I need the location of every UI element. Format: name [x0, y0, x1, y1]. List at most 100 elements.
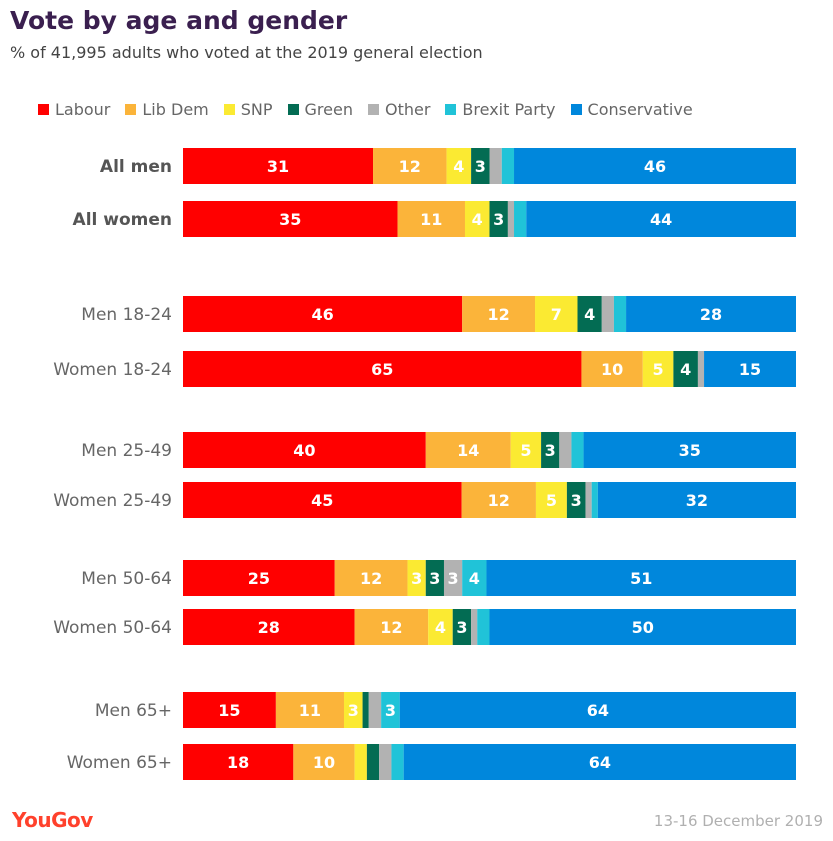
data-label: 28: [258, 618, 280, 637]
data-label: 65: [371, 360, 393, 379]
data-label: 50: [632, 618, 654, 637]
data-label: 3: [385, 701, 396, 720]
legend-label: Conservative: [587, 100, 693, 119]
bar-row-men-18-24: Men 18-24 46 12 7 4 28: [81, 296, 796, 332]
bar-row-women-25-49: Women 25-49 45 12 5 3 32: [53, 482, 796, 518]
bar-segment-brexit-party: [381, 692, 400, 728]
legend-label: Other: [384, 100, 431, 119]
bar-row-women-65: Women 65+ 18 10 64: [67, 744, 796, 780]
bar-segment-labour: [183, 560, 335, 596]
bar-segment-snp: [535, 482, 567, 518]
data-label: 45: [311, 491, 333, 510]
chart-subtitle: % of 41,995 adults who voted at the 2019…: [10, 43, 483, 62]
data-label: 3: [475, 157, 486, 176]
bar-segment-lib-dem: [425, 432, 511, 468]
bar-segment-lib-dem: [373, 148, 447, 184]
legend-swatch: [125, 104, 137, 115]
bar-segment-lib-dem: [461, 482, 536, 518]
data-label: 3: [429, 569, 440, 588]
legend-label: Labour: [55, 100, 111, 119]
data-label: 4: [472, 210, 483, 229]
bar-segment-other: [368, 692, 382, 728]
data-label: 35: [279, 210, 301, 229]
bar-segment-brexit-party: [501, 148, 515, 184]
bar-segment-labour: [183, 351, 582, 387]
bar-row-men-25-49: Men 25-49 40 14 5 3 35: [81, 432, 796, 468]
legend-swatch: [445, 104, 457, 115]
fieldwork-date: 13-16 December 2019: [653, 812, 823, 830]
category-label: Men 18-24: [81, 305, 172, 325]
data-label: 15: [218, 701, 240, 720]
bar-segment-labour: [183, 201, 398, 237]
bar-segment-other: [697, 351, 705, 387]
bar-segment-green: [362, 692, 369, 728]
bar-segment-snp: [354, 744, 367, 780]
data-label: 3: [493, 210, 504, 229]
data-label: 25: [248, 569, 270, 588]
bar-segment-other: [559, 432, 572, 468]
bar-segment-lib-dem: [275, 692, 344, 728]
data-label: 12: [380, 618, 402, 637]
bar-segment-other: [471, 609, 478, 645]
legend-item-labour: Labour: [38, 100, 110, 119]
data-label: 3: [571, 491, 582, 510]
bar-segment-green: [577, 296, 602, 332]
legend-item-lib-dem: Lib Dem: [125, 100, 209, 119]
data-label: 10: [601, 360, 623, 379]
data-label: 4: [680, 360, 691, 379]
data-label: 12: [399, 157, 421, 176]
bar-segment-other: [507, 201, 515, 237]
yougov-logo: YouGov: [12, 808, 93, 832]
data-label: 14: [457, 441, 479, 460]
bar-row-women-50-64: Women 50-64 28 12 4 3 50: [53, 609, 796, 645]
bar-segment-green: [489, 201, 508, 237]
bar-segment-lib-dem: [397, 201, 465, 237]
data-label: 4: [469, 569, 480, 588]
bar-segment-brexit-party: [514, 201, 527, 237]
bar-segment-labour: [183, 296, 463, 332]
bar-segment-green: [425, 560, 444, 596]
bar-segment-conservative: [704, 351, 796, 387]
bar-segment-conservative: [597, 482, 796, 518]
data-label: 12: [487, 305, 509, 324]
bar-segment-other: [489, 148, 502, 184]
data-label: 4: [453, 157, 464, 176]
category-label: Women 50-64: [53, 618, 172, 638]
bar-segment-snp: [407, 560, 426, 596]
bar-segment-green: [541, 432, 560, 468]
data-label: 11: [420, 210, 442, 229]
legend-item-brexit-party: Brexit Party: [445, 100, 556, 119]
bar-segment-snp: [510, 432, 542, 468]
data-label: 5: [546, 491, 557, 510]
bar-segment-snp: [642, 351, 674, 387]
legend-label: Green: [304, 100, 353, 119]
legend-item-conservative: Conservative: [570, 100, 693, 119]
category-label: Women 25-49: [53, 491, 172, 511]
data-label: 28: [700, 305, 722, 324]
data-label: 51: [630, 569, 652, 588]
bar-segment-conservative: [526, 201, 796, 237]
legend-label: Brexit Party: [462, 100, 556, 119]
data-label: 46: [644, 157, 666, 176]
legend-item-other: Other: [367, 100, 431, 119]
data-label: 31: [267, 157, 289, 176]
bar-segment-lib-dem: [334, 560, 408, 596]
bar-segment-lib-dem: [581, 351, 643, 387]
legend-swatch: [287, 104, 299, 115]
bar-segment-green: [366, 744, 380, 780]
legend-swatch: [38, 104, 49, 115]
data-label: 11: [299, 701, 321, 720]
category-label: Women 18-24: [53, 360, 172, 380]
bar-segment-conservative: [626, 296, 796, 332]
bar-row-men-65: Men 65+ 15 11 3 3 64: [95, 692, 796, 728]
data-label: 46: [311, 305, 333, 324]
bar-segment-conservative: [583, 432, 796, 468]
category-label: Men 25-49: [81, 441, 172, 461]
category-label: Men 50-64: [81, 569, 172, 589]
bar-segment-brexit-party: [571, 432, 584, 468]
data-label: 3: [411, 569, 422, 588]
category-label: Women 65+: [67, 753, 172, 773]
bar-segment-labour: [183, 692, 276, 728]
legend: Labour Lib Dem SNP Green Other Brexit Party Co…: [38, 100, 708, 119]
